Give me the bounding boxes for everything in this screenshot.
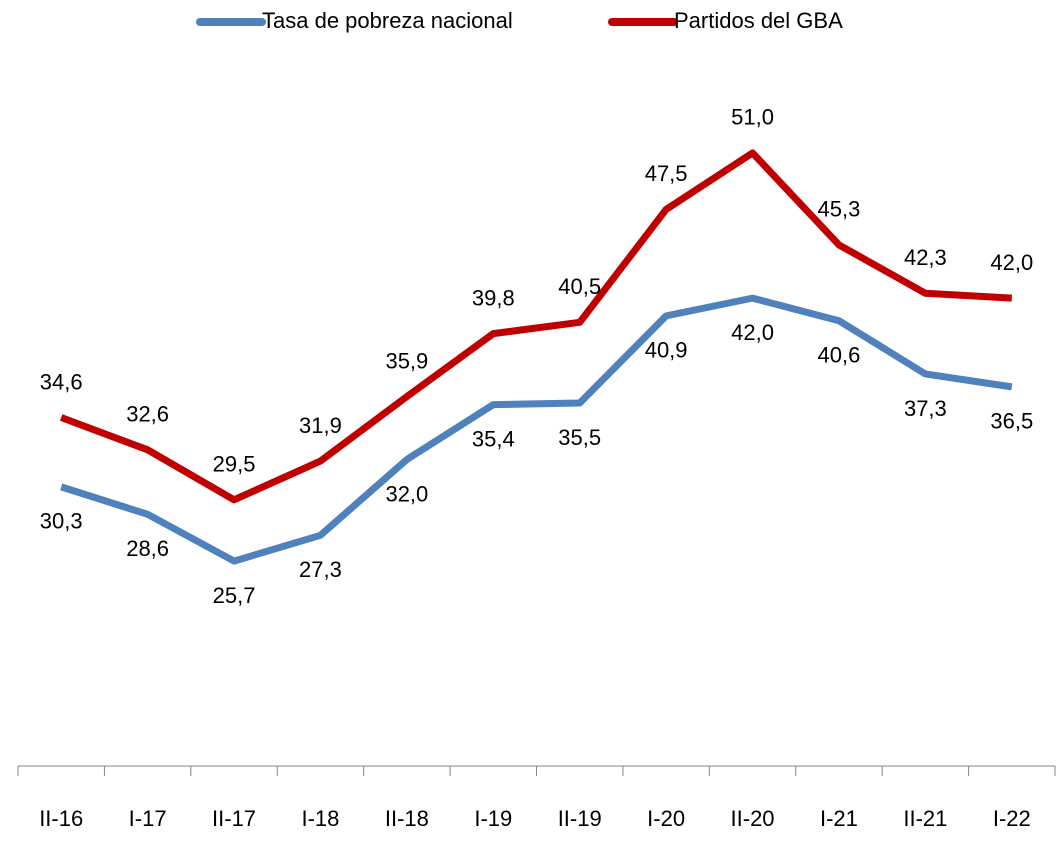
data-label: 40,9 <box>645 338 688 363</box>
data-label: 29,5 <box>213 452 256 477</box>
data-label: 51,0 <box>731 105 774 130</box>
x-tick-label: II-21 <box>903 806 947 831</box>
x-tick-label: I-21 <box>820 806 858 831</box>
data-label: 40,5 <box>558 274 601 299</box>
data-label: 42,3 <box>904 245 947 270</box>
data-label: 30,3 <box>40 509 83 534</box>
x-tick-label: II-20 <box>731 806 775 831</box>
x-tick-label: I-20 <box>647 806 685 831</box>
data-label: 42,0 <box>990 250 1033 275</box>
data-label: 37,3 <box>904 396 947 421</box>
x-tick-label: I-18 <box>301 806 339 831</box>
legend-label: Tasa de pobreza nacional <box>262 8 513 33</box>
data-label: 35,4 <box>472 426 515 451</box>
data-label: 45,3 <box>818 197 861 222</box>
series-line <box>59 149 1012 504</box>
data-label: 36,5 <box>990 409 1033 434</box>
series-line <box>60 294 1013 565</box>
data-label: 35,5 <box>558 425 601 450</box>
data-label: 42,0 <box>731 320 774 345</box>
data-label: 31,9 <box>299 413 342 438</box>
data-label: 39,8 <box>472 285 515 310</box>
data-label: 34,6 <box>40 369 83 394</box>
x-tick-label: II-18 <box>385 806 429 831</box>
x-tick-label: I-19 <box>474 806 512 831</box>
legend-label: Partidos del GBA <box>674 8 843 33</box>
data-label: 47,5 <box>645 161 688 186</box>
data-label: 27,3 <box>299 557 342 582</box>
data-label: 32,0 <box>385 481 428 506</box>
x-tick-label: II-17 <box>212 806 256 831</box>
data-label: 40,6 <box>818 343 861 368</box>
data-label: 32,6 <box>126 402 169 427</box>
x-tick-label: II-19 <box>558 806 602 831</box>
data-label: 25,7 <box>213 583 256 608</box>
data-label: 28,6 <box>126 536 169 561</box>
data-label: 35,9 <box>385 348 428 373</box>
x-tick-label: I-22 <box>993 806 1031 831</box>
x-tick-label: II-16 <box>39 806 83 831</box>
x-tick-label: I-17 <box>129 806 167 831</box>
